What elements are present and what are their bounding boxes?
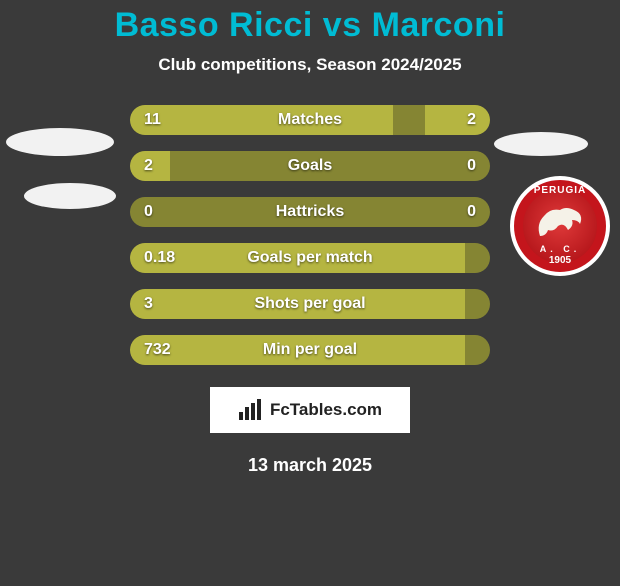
stat-bar: Min per goal732 xyxy=(130,335,490,365)
stat-bar-value-right: 0 xyxy=(467,197,476,227)
stat-bar: Matches11 2 xyxy=(130,105,490,135)
stat-bar-value-right: 0 xyxy=(467,151,476,181)
crest-text-ac: A. C. xyxy=(510,244,610,254)
title-vs: vs xyxy=(323,6,362,44)
bar-chart-icon xyxy=(238,399,264,421)
stat-bar-value-right: 2 xyxy=(467,105,476,135)
stat-bar: Goals2 0 xyxy=(130,151,490,181)
stat-bar-value-left: 11 xyxy=(144,105,161,135)
fctables-badge-text: FcTables.com xyxy=(270,400,382,420)
stat-bar-label: Goals per match xyxy=(130,243,490,273)
stat-bar: Hattricks0 0 xyxy=(130,197,490,227)
stat-bar-label: Goals xyxy=(130,151,490,181)
crest-text-top: PERUGIA xyxy=(510,185,610,196)
griffin-icon xyxy=(534,202,586,242)
stat-bar-value-left: 0 xyxy=(144,197,153,227)
comparison-bars: Matches112Goals20Hattricks00Goals per ma… xyxy=(130,105,490,365)
page-title: Basso Ricci vs Marconi xyxy=(0,6,620,45)
player-left-photo-placeholder-1 xyxy=(6,128,114,156)
fctables-badge[interactable]: FcTables.com xyxy=(210,387,410,433)
club-crest-perugia: PERUGIA A. C. 1905 xyxy=(510,176,610,276)
player-left-photo-placeholder-2 xyxy=(24,183,116,209)
footer-date: 13 march 2025 xyxy=(0,455,620,476)
stat-bar-value-left: 2 xyxy=(144,151,153,181)
stat-bar: Goals per match0.18 xyxy=(130,243,490,273)
stat-bar-label: Min per goal xyxy=(130,335,490,365)
title-player-left: Basso Ricci xyxy=(115,6,313,44)
stat-bar-value-left: 3 xyxy=(144,289,153,319)
title-player-right: Marconi xyxy=(372,6,506,44)
crest-text-year: 1905 xyxy=(510,255,610,266)
stat-bar-label: Hattricks xyxy=(130,197,490,227)
stat-bar-value-left: 732 xyxy=(144,335,171,365)
stat-bar-value-left: 0.18 xyxy=(144,243,175,273)
stat-bar: Shots per goal3 xyxy=(130,289,490,319)
player-right-photo-placeholder xyxy=(494,132,588,156)
subtitle: Club competitions, Season 2024/2025 xyxy=(0,55,620,75)
stat-bar-label: Shots per goal xyxy=(130,289,490,319)
stat-bar-label: Matches xyxy=(130,105,490,135)
